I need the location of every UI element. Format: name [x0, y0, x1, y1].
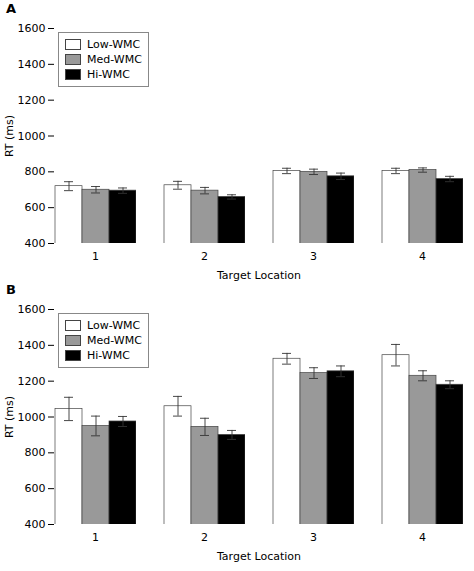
svg-text:600: 600: [25, 482, 46, 495]
svg-text:1: 1: [92, 531, 99, 544]
svg-text:1400: 1400: [18, 339, 46, 352]
svg-text:800: 800: [25, 165, 46, 178]
svg-text:600: 600: [25, 201, 46, 214]
html-text:Low-WMC: Low-WMC: [87, 38, 141, 51]
svg-text:1400: 1400: [18, 58, 46, 71]
html-text:B: B: [6, 282, 16, 297]
html-text:Med-WMC: Med-WMC: [87, 53, 142, 66]
svg-text:400: 400: [25, 518, 46, 531]
svg-text:400: 400: [25, 237, 46, 250]
html-text:A: A: [6, 1, 17, 16]
svg-text:1200: 1200: [18, 94, 46, 107]
html-text:Hi-WMC: Hi-WMC: [87, 68, 130, 81]
svg-text:2: 2: [201, 250, 208, 263]
svg-text:RT (ms): RT (ms): [3, 115, 16, 157]
html-text:Hi-WMC: Hi-WMC: [87, 349, 130, 362]
svg-text:Target Location: Target Location: [216, 269, 301, 282]
svg-text:3: 3: [310, 531, 317, 544]
svg-text:1: 1: [92, 250, 99, 263]
svg-text:1600: 1600: [18, 22, 46, 35]
svg-text:1000: 1000: [18, 130, 46, 143]
svg-text:3: 3: [310, 250, 317, 263]
svg-text:1200: 1200: [18, 375, 46, 388]
svg-text:1600: 1600: [18, 303, 46, 316]
svg-text:4: 4: [419, 250, 426, 263]
svg-text:Target Location: Target Location: [216, 550, 301, 563]
html-text:Low-WMC: Low-WMC: [87, 319, 141, 332]
svg-text:2: 2: [201, 531, 208, 544]
svg-text:1000: 1000: [18, 411, 46, 424]
html-text:Med-WMC: Med-WMC: [87, 334, 142, 347]
svg-text:RT (ms): RT (ms): [3, 396, 16, 438]
svg-text:800: 800: [25, 446, 46, 459]
svg-text:4: 4: [419, 531, 426, 544]
